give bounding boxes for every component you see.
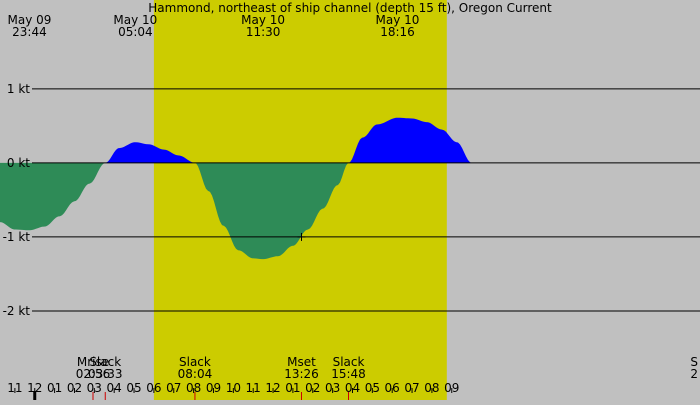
ebb-area — [0, 162, 700, 260]
hour-label: 07 — [404, 381, 419, 395]
hour-label: 11 — [246, 381, 261, 395]
hour-label: 04 — [107, 381, 122, 395]
event-name-label: Slack — [179, 355, 211, 369]
event-time-label: 02:56 — [76, 367, 111, 381]
event-time-label: 03:33 — [88, 367, 123, 381]
hour-label: 03 — [325, 381, 340, 395]
hour-label: 06 — [385, 381, 400, 395]
hour-label: 09 — [444, 381, 459, 395]
event-name-label: S — [690, 355, 698, 369]
chart-title: Hammond, northeast of ship channel (dept… — [148, 1, 552, 15]
hour-label: 02 — [67, 381, 82, 395]
top-date-label: May 10 — [241, 13, 285, 27]
current-time-marker — [297, 232, 306, 241]
y-tick-label: 0 kt — [7, 156, 30, 170]
top-time-label: 23:44 — [12, 25, 47, 39]
y-tick-label: -1 kt — [3, 230, 31, 244]
hour-label: 09 — [206, 381, 221, 395]
hour-label: 10 — [226, 381, 241, 395]
top-time-label: 11:30 — [246, 25, 281, 39]
event-name-label: Mset — [287, 355, 316, 369]
event-time-label: 08:04 — [178, 367, 213, 381]
event-time-label: 13:26 — [284, 367, 319, 381]
hour-label: 04 — [345, 381, 360, 395]
hour-label: 08 — [186, 381, 201, 395]
hour-label: 08 — [424, 381, 439, 395]
hour-label: 12 — [265, 381, 280, 395]
grid-lines — [32, 88, 700, 312]
hour-axis: 11 12 01 02 03 04 05 06 07 08 09 10 11 12 01 02 03 04 05 06… — [7, 381, 459, 400]
y-tick-label: 1 kt — [7, 82, 30, 96]
y-tick-label: -2 kt — [3, 304, 31, 318]
bottom-event-labels: Mrise02:56Slack03:33Slack08:04Mset13:26S… — [76, 355, 698, 381]
event-time-label: 15:48 — [331, 367, 366, 381]
event-time-label: 2 — [690, 367, 698, 381]
hour-label: 01 — [47, 381, 62, 395]
y-tick-labels: 1 kt 0 kt -1 kt -2 kt — [3, 82, 31, 318]
hour-label: 06 — [146, 381, 161, 395]
top-time-label: 05:04 — [118, 25, 153, 39]
top-date-label: May 09 — [8, 13, 52, 27]
hour-label: 12 — [27, 381, 42, 395]
midnight-marker — [33, 391, 37, 400]
event-name-label: Slack — [333, 355, 365, 369]
hour-label: 07 — [166, 381, 181, 395]
hour-label: 05 — [126, 381, 141, 395]
event-name-label: Mrise — [77, 355, 109, 369]
hour-label: 11 — [7, 381, 22, 395]
top-date-label: May 10 — [376, 13, 420, 27]
event-name-label: Slack — [89, 355, 121, 369]
top-time-label: 18:16 — [380, 25, 415, 39]
top-date-label: May 10 — [113, 13, 157, 27]
hour-label: 01 — [285, 381, 300, 395]
hour-label: 03 — [87, 381, 102, 395]
hour-label: 05 — [365, 381, 380, 395]
hour-label: 02 — [305, 381, 320, 395]
